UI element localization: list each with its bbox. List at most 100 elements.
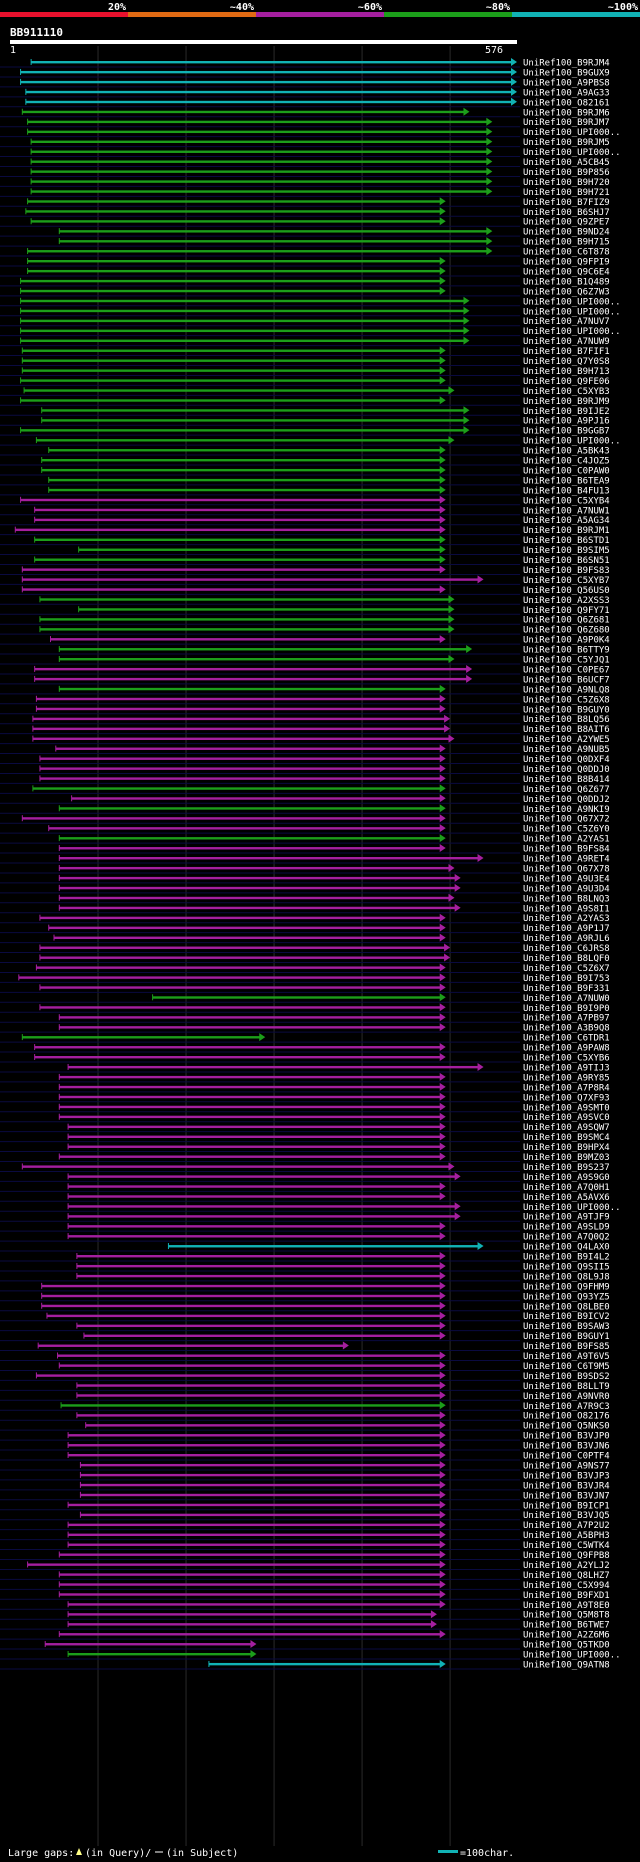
hit-label[interactable]: UniRef100_B9I4L2 (523, 1253, 610, 1263)
hit-label[interactable]: UniRef100_A7Q0H1 (523, 1183, 610, 1193)
hit-label[interactable]: UniRef100_B9FXD1 (523, 1591, 610, 1601)
hit-label[interactable]: UniRef100_B3VJR4 (523, 1481, 610, 1491)
hit-label[interactable]: UniRef100_C5XYB4 (523, 496, 610, 506)
hit-row[interactable]: UniRef100_UPI000.. (27, 127, 621, 138)
hit-row[interactable]: UniRef100_UPI000.. (35, 436, 621, 447)
hit-row[interactable]: UniRef100_A9NUB5 (55, 744, 610, 756)
hit-row[interactable]: UniRef100_C5YJQ1 (58, 655, 610, 666)
hit-label[interactable]: UniRef100_A7P8R4 (523, 1083, 610, 1093)
hit-row[interactable]: UniRef100_B6STD1 (34, 535, 610, 547)
hit-label[interactable]: UniRef100_Q0DXF4 (523, 755, 610, 765)
hit-row[interactable]: UniRef100_B7FIZ9 (27, 197, 610, 208)
hit-label[interactable]: UniRef100_Q6Z677 (523, 785, 610, 795)
hit-row[interactable]: UniRef100_A9SLD9 (67, 1222, 610, 1233)
hit-label[interactable]: UniRef100_UPI000.. (523, 307, 621, 317)
hit-row[interactable]: UniRef100_A2YAS1 (58, 834, 610, 845)
hit-label[interactable]: UniRef100_B9H715 (523, 238, 610, 248)
hit-row[interactable]: UniRef100_B9F331 (39, 983, 610, 994)
hit-row[interactable]: UniRef100_B9I753 (18, 973, 610, 984)
hit-label[interactable]: UniRef100_Q9ATN8 (523, 1660, 610, 1670)
hit-label[interactable]: UniRef100_A5AVX6 (523, 1193, 610, 1203)
hit-row[interactable]: UniRef100_Q5M8T8 (67, 1610, 610, 1621)
hit-row[interactable]: UniRef100_B3VJP0 (67, 1431, 610, 1442)
hit-label[interactable]: UniRef100_C5YJQ1 (523, 656, 610, 666)
hit-row[interactable]: UniRef100_A9NLQ8 (58, 684, 610, 696)
hit-row[interactable]: UniRef100_C0PAW0 (41, 465, 610, 477)
hit-row[interactable]: UniRef100_Q4LAX0 (167, 1242, 610, 1253)
hit-label[interactable]: UniRef100_Q67X72 (523, 815, 610, 825)
hit-label[interactable]: UniRef100_A9S8I1 (523, 904, 610, 914)
hit-row[interactable]: UniRef100_B9SMC4 (67, 1132, 610, 1144)
hit-row[interactable]: UniRef100_B7FIF1 (21, 346, 610, 358)
hit-row[interactable]: UniRef100_B1Q489 (20, 276, 610, 288)
hit-row[interactable]: UniRef100_A9TIJ3 (67, 1062, 610, 1074)
hit-row[interactable]: UniRef100_C5XYB3 (23, 386, 610, 397)
hit-label[interactable]: UniRef100_UPI000.. (523, 437, 621, 447)
hit-label[interactable]: UniRef100_Q5TKD0 (523, 1641, 610, 1651)
hit-label[interactable]: UniRef100_Q9FY71 (523, 606, 610, 616)
hit-row[interactable]: UniRef100_Q5TKD0 (44, 1640, 610, 1651)
hit-row[interactable]: UniRef100_B3VJP3 (79, 1470, 610, 1482)
hit-row[interactable]: UniRef100_A9RY85 (58, 1072, 610, 1084)
hit-row[interactable]: UniRef100_A9PJ16 (41, 416, 610, 427)
hit-label[interactable]: UniRef100_A7NUV7 (523, 317, 610, 327)
hit-row[interactable]: UniRef100_B9FS83 (21, 565, 610, 576)
hit-label[interactable]: UniRef100_O82176 (523, 1412, 610, 1422)
hit-row[interactable]: UniRef100_Q67X78 (58, 863, 610, 875)
hit-row[interactable]: UniRef100_UPI000.. (20, 326, 621, 338)
hit-label[interactable]: UniRef100_UPI000.. (523, 128, 621, 138)
hit-row[interactable]: UniRef100_Q9FY71 (78, 605, 610, 616)
hit-row[interactable]: UniRef100_B9RJM7 (27, 117, 610, 129)
hit-row[interactable]: UniRef100_A7Q0H1 (67, 1182, 610, 1193)
hit-row[interactable]: UniRef100_A7R9C3 (60, 1401, 610, 1412)
hit-label[interactable]: UniRef100_A9T8E0 (523, 1601, 610, 1611)
hit-label[interactable]: UniRef100_A9SLD9 (523, 1223, 610, 1233)
hit-label[interactable]: UniRef100_A7P2U2 (523, 1521, 610, 1531)
hit-row[interactable]: UniRef100_B9I4L2 (76, 1252, 610, 1263)
hit-row[interactable]: UniRef100_A3B9Q8 (58, 1023, 610, 1034)
hit-label[interactable]: UniRef100_B8LLT9 (523, 1382, 610, 1392)
hit-label[interactable]: UniRef100_B4FU13 (523, 486, 610, 496)
hit-label[interactable]: UniRef100_A9NVR0 (523, 1392, 610, 1402)
hit-label[interactable]: UniRef100_C0PE67 (523, 665, 610, 675)
hit-row[interactable]: UniRef100_A5BK43 (48, 446, 610, 457)
hit-label[interactable]: UniRef100_C5Z6X7 (523, 964, 610, 974)
hit-label[interactable]: UniRef100_B6UCF7 (523, 675, 610, 685)
hit-row[interactable]: UniRef100_Q0DDJ0 (39, 764, 610, 775)
hit-label[interactable]: UniRef100_Q0DDJ2 (523, 795, 610, 805)
hit-label[interactable]: UniRef100_B8LQF0 (523, 954, 610, 964)
hit-row[interactable]: UniRef100_B9RJM1 (14, 525, 610, 537)
hit-label[interactable]: UniRef100_B9SDS2 (523, 1372, 610, 1382)
hit-label[interactable]: UniRef100_A9AG33 (523, 88, 610, 98)
hit-label[interactable]: UniRef100_B8B414 (523, 775, 610, 785)
hit-row[interactable]: UniRef100_B3VJN6 (67, 1441, 610, 1452)
hit-label[interactable]: UniRef100_B3VJN7 (523, 1491, 610, 1501)
hit-label[interactable]: UniRef100_A9RY85 (523, 1073, 610, 1083)
hit-row[interactable]: UniRef100_B3VJQ5 (79, 1510, 610, 1522)
hit-row[interactable]: UniRef100_A9TJF9 (67, 1212, 610, 1223)
hit-row[interactable]: UniRef100_A9PBS8 (20, 77, 610, 89)
hit-label[interactable]: UniRef100_Q9FHM9 (523, 1282, 610, 1292)
hit-row[interactable]: UniRef100_Q9FPB8 (58, 1550, 610, 1562)
hit-label[interactable]: UniRef100_C5Z6X8 (523, 695, 610, 705)
hit-row[interactable]: UniRef100_A7NUW1 (34, 505, 610, 517)
hit-label[interactable]: UniRef100_Q67X78 (523, 864, 610, 874)
hit-row[interactable]: UniRef100_A9AG33 (25, 87, 610, 99)
hit-row[interactable]: UniRef100_UPI000.. (20, 306, 621, 318)
hit-row[interactable]: UniRef100_B9RJM9 (20, 396, 610, 407)
hit-row[interactable]: UniRef100_B9RJM6 (21, 107, 610, 119)
hit-row[interactable]: UniRef100_B8LLT9 (76, 1381, 610, 1392)
hit-row[interactable]: UniRef100_B9IJE2 (41, 406, 610, 417)
hit-row[interactable]: UniRef100_B9HPX4 (67, 1142, 610, 1154)
hit-label[interactable]: UniRef100_B6SHJ7 (523, 208, 610, 218)
hit-row[interactable]: UniRef100_C5WTK4 (67, 1540, 610, 1552)
hit-row[interactable]: UniRef100_A9U3D4 (58, 883, 610, 895)
hit-label[interactable]: UniRef100_A2YAS1 (523, 835, 610, 845)
hit-label[interactable]: UniRef100_Q4LAX0 (523, 1243, 610, 1253)
hit-label[interactable]: UniRef100_A9TJF9 (523, 1213, 610, 1223)
hit-label[interactable]: UniRef100_Q6Z7W3 (523, 287, 610, 297)
hit-row[interactable]: UniRef100_A5AVX6 (67, 1192, 610, 1203)
hit-row[interactable]: UniRef100_B9ICP1 (67, 1500, 610, 1512)
hit-row[interactable]: UniRef100_A5AG34 (34, 515, 610, 527)
hit-label[interactable]: UniRef100_B9HPX4 (523, 1143, 610, 1153)
